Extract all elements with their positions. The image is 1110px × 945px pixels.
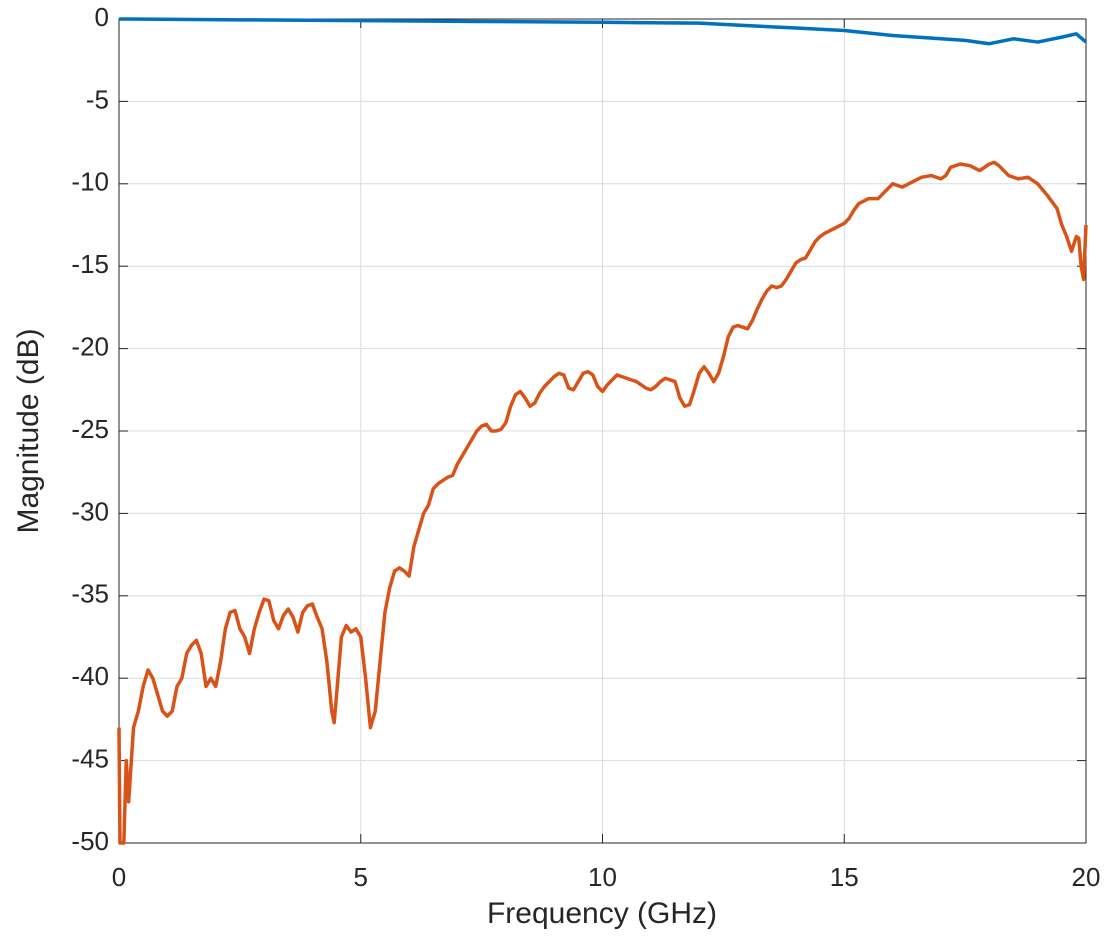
- x-tick-label: 10: [588, 862, 617, 892]
- x-tick-label: 0: [112, 862, 126, 892]
- x-tick-label: 20: [1072, 862, 1101, 892]
- y-tick-label: -30: [71, 496, 109, 526]
- y-tick-label: -35: [71, 579, 109, 609]
- x-axis-label: Frequency (GHz): [487, 897, 717, 930]
- x-tick-label: 15: [830, 862, 859, 892]
- y-tick-label: -15: [71, 249, 109, 279]
- x-tick-label: 5: [354, 862, 368, 892]
- series-line: [118, 17, 1088, 46]
- y-tick-label: 0: [95, 2, 109, 32]
- y-tick-label: -45: [71, 743, 109, 773]
- y-tick-label: -40: [71, 661, 109, 691]
- y-tick-label: -50: [71, 826, 109, 856]
- y-tick-label: -5: [86, 84, 109, 114]
- y-tick-label: -25: [71, 414, 109, 444]
- series-line: [117, 160, 1088, 845]
- y-axis-label: Magnitude (dB): [12, 328, 45, 533]
- plot-frame: [118, 18, 1087, 844]
- y-tick-label: -10: [71, 167, 109, 197]
- y-tick-label: -20: [71, 331, 109, 361]
